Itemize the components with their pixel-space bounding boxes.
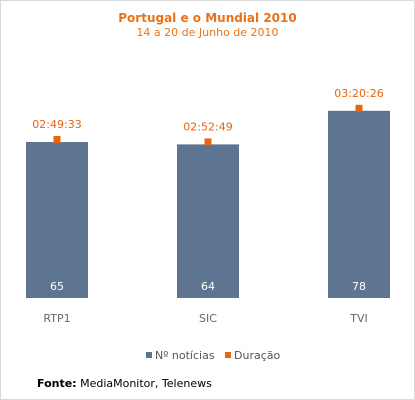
bar-tvi: [328, 110, 390, 298]
duration-marker: [204, 138, 212, 146]
chart-title: Portugal e o Mundial 2010: [118, 11, 297, 25]
legend-label-duracao: Duração: [234, 349, 280, 362]
legend-label-noticias: Nº notícias: [155, 349, 215, 362]
bar-value-label: 64: [201, 280, 215, 293]
bar-rtp1: [26, 142, 88, 298]
legend-swatch-duracao: [225, 352, 231, 358]
chart-subtitle: 14 a 20 de Junho de 2010: [136, 26, 279, 39]
category-label: SIC: [199, 312, 217, 325]
legend-swatch-noticias: [146, 352, 152, 358]
source-label: Fonte:: [37, 377, 77, 390]
bar-value-label: 65: [50, 280, 64, 293]
source-note: Fonte: MediaMonitor, Telenews: [37, 377, 212, 390]
duration-label: 03:20:26: [334, 87, 383, 100]
source-text: MediaMonitor, Telenews: [80, 377, 212, 390]
duration-marker: [53, 136, 61, 143]
category-label: RTP1: [43, 312, 70, 325]
bar-sic: [177, 144, 239, 298]
category-label: TVI: [349, 312, 368, 325]
duration-label: 02:52:49: [183, 120, 232, 133]
duration-label: 02:49:33: [32, 118, 81, 131]
bar-value-label: 78: [352, 280, 366, 293]
duration-marker: [355, 104, 363, 112]
